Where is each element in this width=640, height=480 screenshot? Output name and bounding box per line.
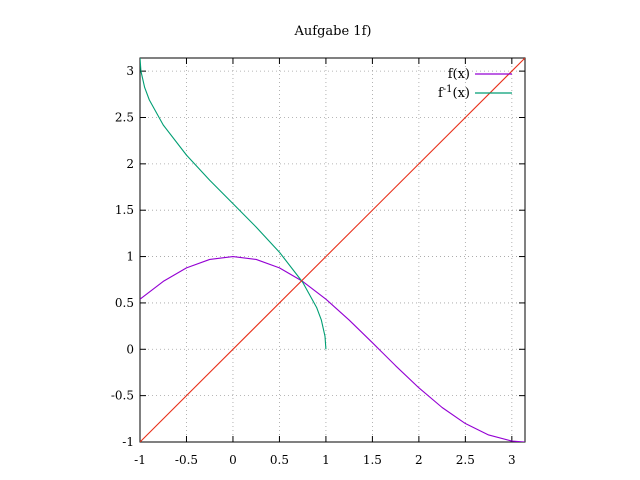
plot-frame [139,57,526,443]
y-tick-label: -0.5 [111,389,134,403]
x-tick-label: 1.5 [363,453,382,467]
axes: -1 -0.5 0 0.5 1 1.5 2 2.5 3 -1 -0.5 0 0.5 1 1.5 2 2.5 3 [111,57,526,467]
y-tick-label: 1.5 [115,203,134,217]
legend-f-inverse-base: f [438,86,444,101]
y-tick-label: 2 [126,157,134,171]
x-tick-label: -1 [134,453,146,467]
chart-title: Aufgabe 1f) [294,24,372,39]
series-f-line [140,256,525,442]
series-f-inverse-line [140,58,327,350]
x-tick-label: 1 [322,453,330,467]
legend: f(x)f-1(x) [438,67,512,101]
y-tick-label: -1 [122,435,134,449]
x-tick-label: 2.5 [456,453,475,467]
legend-f-inverse-sup: -1 [443,84,453,95]
x-tick-label: 3 [508,453,516,467]
y-tick-label: 0.5 [115,296,134,310]
legend-label-f: f(x) [448,67,470,82]
x-tick-label: 0 [229,453,237,467]
legend-f-inverse-tail: (x) [453,86,470,101]
legend-label-f-inverse: f-1(x) [438,84,470,101]
y-tick-label: 2.5 [115,110,134,124]
y-tick-label: 0 [126,342,134,356]
series-identity-line [140,58,525,442]
x-tick-label: -0.5 [175,453,198,467]
plot-area [140,58,525,442]
x-tick-label: 2 [415,453,423,467]
grid [140,58,525,442]
x-tick-label: 0.5 [270,453,289,467]
y-tick-label: 3 [126,64,134,78]
y-tick-label: 1 [126,250,134,264]
